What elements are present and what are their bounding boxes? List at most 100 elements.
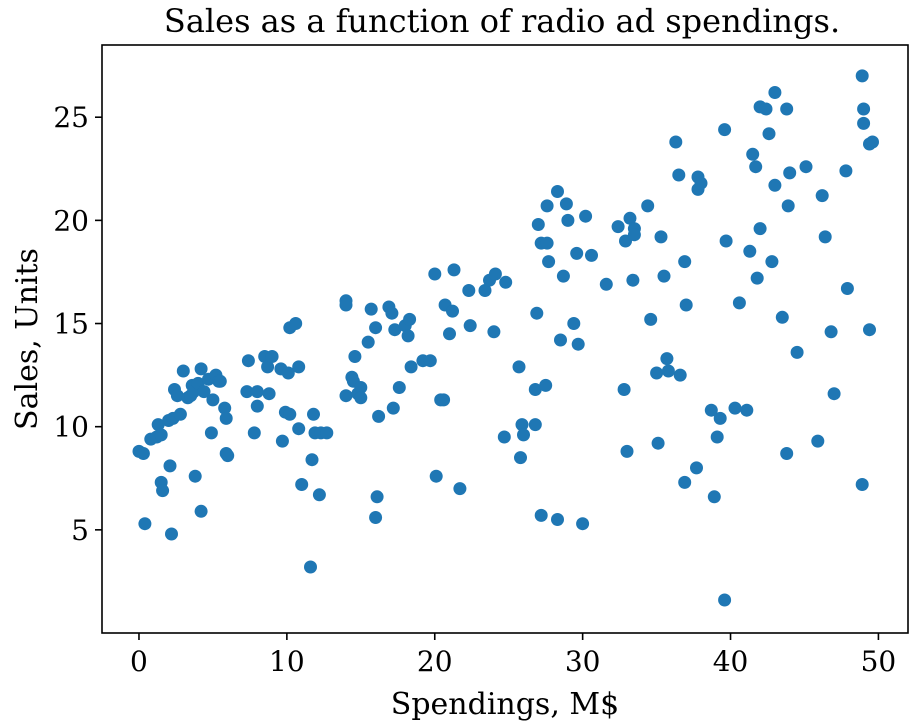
data-point bbox=[551, 185, 564, 198]
data-point bbox=[855, 478, 869, 491]
data-point bbox=[339, 389, 353, 403]
data-point bbox=[163, 459, 177, 473]
y-tick-label: 15 bbox=[53, 308, 89, 341]
data-point bbox=[718, 593, 732, 607]
data-point bbox=[295, 478, 309, 491]
data-point bbox=[750, 271, 764, 285]
data-point bbox=[551, 513, 564, 526]
data-point bbox=[713, 411, 727, 425]
data-point bbox=[176, 364, 190, 378]
data-point bbox=[151, 418, 165, 432]
data-point bbox=[818, 230, 832, 244]
data-point bbox=[514, 451, 527, 465]
data-point bbox=[669, 135, 683, 149]
data-point bbox=[447, 263, 461, 277]
data-point bbox=[811, 434, 825, 448]
data-point bbox=[673, 368, 687, 382]
data-point bbox=[443, 327, 456, 341]
data-point bbox=[388, 323, 402, 337]
y-tick-label: 5 bbox=[71, 514, 89, 547]
data-point bbox=[749, 160, 763, 174]
data-point bbox=[194, 362, 208, 376]
data-point bbox=[404, 360, 418, 374]
x-tick-label: 30 bbox=[565, 645, 601, 678]
data-point bbox=[462, 284, 476, 297]
data-point bbox=[194, 504, 208, 518]
data-point bbox=[173, 407, 187, 421]
data-point bbox=[661, 364, 675, 378]
data-point bbox=[423, 354, 437, 368]
y-axis-ticks: 5 10 15 20 25 bbox=[53, 101, 102, 547]
y-tick-label: 25 bbox=[53, 101, 89, 134]
data-point bbox=[824, 325, 838, 339]
data-point bbox=[783, 166, 797, 180]
data-point bbox=[857, 102, 871, 116]
data-point bbox=[136, 447, 150, 460]
data-point bbox=[690, 461, 703, 475]
data-point bbox=[704, 403, 718, 417]
data-point bbox=[241, 354, 255, 368]
data-point bbox=[154, 428, 168, 442]
data-point bbox=[463, 319, 477, 333]
data-points bbox=[132, 69, 879, 607]
x-axis-label: Spendings, M$ bbox=[391, 687, 619, 722]
data-point bbox=[694, 176, 708, 190]
data-point bbox=[672, 168, 686, 182]
data-point bbox=[775, 310, 789, 324]
data-point bbox=[579, 209, 593, 223]
data-point bbox=[599, 277, 613, 291]
data-point bbox=[453, 482, 467, 496]
data-point bbox=[728, 401, 742, 415]
data-point bbox=[855, 69, 869, 83]
data-point bbox=[542, 255, 556, 269]
data-point bbox=[827, 387, 841, 401]
data-point bbox=[250, 399, 264, 413]
data-point bbox=[283, 407, 297, 421]
data-point bbox=[512, 360, 526, 374]
data-point bbox=[361, 335, 375, 349]
data-point bbox=[857, 116, 871, 130]
data-point bbox=[781, 199, 795, 213]
data-point bbox=[281, 366, 295, 380]
data-point bbox=[528, 418, 542, 432]
data-point bbox=[657, 269, 671, 283]
data-point bbox=[275, 434, 289, 448]
data-point bbox=[530, 306, 544, 320]
data-point bbox=[746, 147, 760, 161]
data-point bbox=[517, 428, 530, 442]
data-point bbox=[156, 484, 170, 498]
data-point bbox=[289, 317, 303, 330]
data-point bbox=[559, 197, 573, 211]
data-point bbox=[815, 189, 829, 203]
data-point bbox=[528, 383, 542, 396]
data-point bbox=[348, 350, 362, 363]
data-point bbox=[790, 345, 804, 359]
data-point bbox=[626, 273, 640, 287]
data-point bbox=[446, 304, 459, 318]
data-point bbox=[221, 449, 235, 463]
data-point bbox=[762, 127, 776, 141]
data-point bbox=[265, 350, 279, 363]
data-point bbox=[354, 391, 368, 405]
data-point bbox=[753, 222, 767, 236]
data-point bbox=[617, 383, 631, 396]
data-point bbox=[780, 447, 794, 460]
data-point bbox=[499, 275, 513, 289]
data-point bbox=[428, 267, 442, 281]
data-point bbox=[206, 393, 220, 407]
data-point bbox=[623, 211, 637, 225]
x-tick-label: 10 bbox=[269, 645, 305, 678]
data-point bbox=[768, 86, 782, 99]
data-point bbox=[219, 411, 233, 425]
data-point bbox=[620, 444, 634, 458]
data-point bbox=[679, 298, 693, 312]
data-point bbox=[370, 490, 384, 504]
data-point bbox=[561, 213, 575, 227]
x-axis-ticks: 0 10 20 30 40 50 bbox=[130, 633, 896, 678]
data-point bbox=[339, 298, 353, 312]
data-point bbox=[429, 469, 443, 483]
data-point bbox=[719, 234, 733, 248]
data-point bbox=[534, 508, 548, 522]
data-point bbox=[497, 430, 511, 444]
